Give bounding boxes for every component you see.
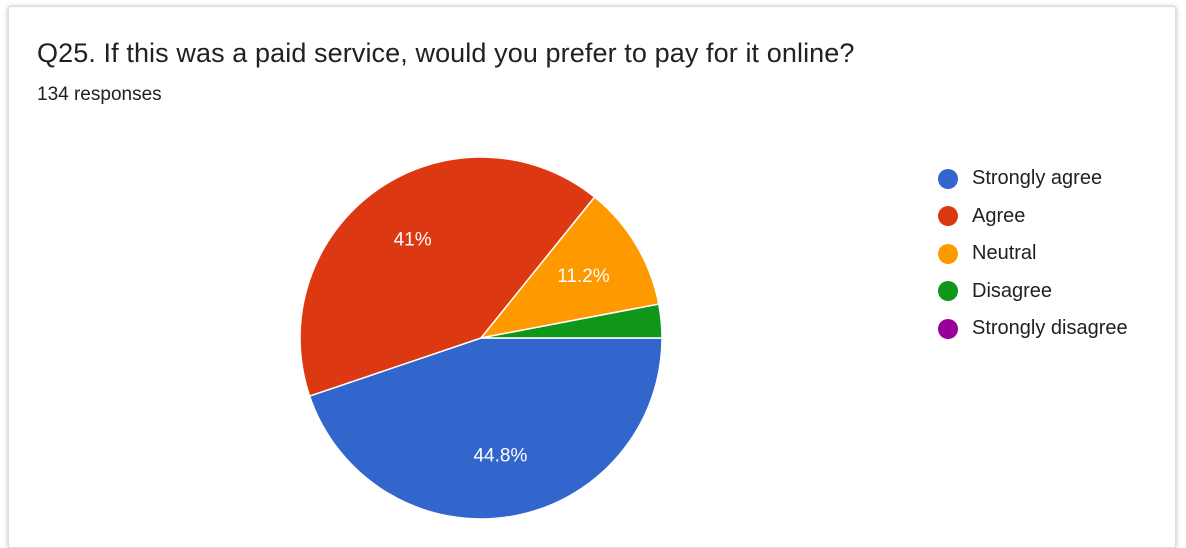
legend-label-disagree: Disagree <box>972 279 1053 302</box>
legend-label-agree: Agree <box>972 204 1026 227</box>
legend-item-disagree[interactable]: Disagree <box>938 273 1128 311</box>
pie-slice-agree[interactable] <box>299 156 596 398</box>
pie-slice-strongly-agree[interactable] <box>308 337 663 520</box>
legend-swatch-agree <box>938 206 958 227</box>
chart-title: Q25. If this was a paid service, would y… <box>37 38 855 68</box>
legend-swatch-strongly-agree <box>938 168 958 189</box>
legend-label-neutral: Neutral <box>972 242 1037 265</box>
legend-item-strongly-disagree[interactable]: Strongly disagree <box>938 310 1128 348</box>
legend-item-neutral[interactable]: Neutral <box>938 235 1128 273</box>
response-count: 134 responses <box>37 84 162 105</box>
pie-slice-disagree[interactable] <box>480 303 663 339</box>
legend-item-strongly-agree[interactable]: Strongly agree <box>938 160 1128 198</box>
slice-label-strongly-agree: 44.8% <box>473 445 527 466</box>
legend-swatch-disagree <box>938 281 958 302</box>
legend-item-agree[interactable]: Agree <box>938 198 1128 236</box>
legend-swatch-strongly-disagree <box>938 318 958 339</box>
slice-label-agree: 41% <box>394 230 432 251</box>
pie-slice-neutral[interactable] <box>479 196 660 340</box>
legend-label-strongly-agree: Strongly agree <box>972 167 1103 190</box>
legend-swatch-neutral <box>938 243 958 264</box>
pie-chart: 44.8% 41% 11.2% <box>299 156 663 520</box>
legend-label-strongly-disagree: Strongly disagree <box>972 317 1128 340</box>
slice-label-neutral: 11.2% <box>557 266 610 287</box>
chart-legend: Strongly agree Agree Neutral Disagree St… <box>938 160 1128 348</box>
